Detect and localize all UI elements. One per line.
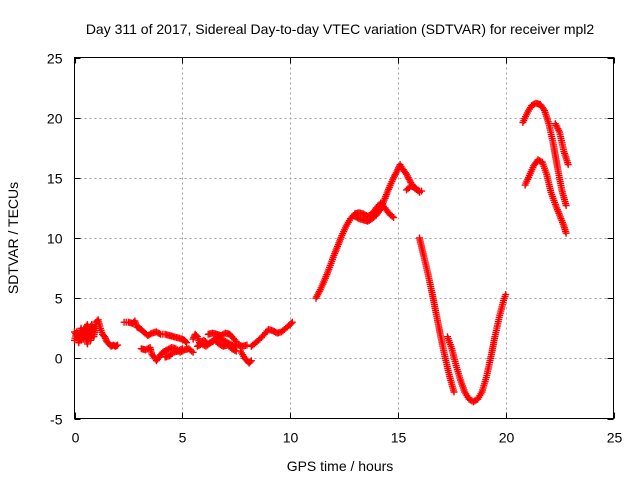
- data-point: [416, 188, 423, 196]
- chart-title: Day 311 of 2017, Sidereal Day-to-day VTE…: [86, 21, 595, 37]
- x-tick-label: 10: [283, 430, 299, 446]
- data-point: [246, 358, 254, 366]
- data-point: [231, 336, 239, 344]
- y-tick-label: 10: [47, 231, 63, 247]
- axis-ticks: 0 5 10 15 20 25 -5 0 5 10 15 20 25: [47, 51, 623, 446]
- data-point: [231, 346, 239, 354]
- data-point: [232, 338, 240, 345]
- data-point: [90, 323, 98, 331]
- y-tick-label: 20: [47, 111, 63, 127]
- grid: [74, 57, 614, 419]
- data-points: [71, 99, 572, 406]
- data-point: [414, 187, 422, 195]
- data-point: [450, 388, 458, 396]
- x-tick-label: 20: [499, 430, 515, 446]
- data-point: [155, 330, 163, 337]
- data-point: [562, 202, 570, 209]
- x-tick-label: 0: [72, 430, 80, 446]
- y-axis-label: SDTVAR / TECUs: [5, 182, 21, 294]
- data-point: [177, 346, 185, 353]
- data-point: [562, 229, 570, 237]
- data-point: [247, 357, 255, 365]
- data-point: [288, 318, 296, 326]
- y-tick-label: 15: [47, 171, 63, 187]
- data-point: [188, 347, 196, 355]
- y-tick-label: 0: [55, 351, 63, 367]
- data-point: [388, 212, 396, 220]
- data-point: [502, 291, 510, 299]
- data-point: [189, 348, 197, 356]
- data-point: [287, 319, 295, 327]
- y-tick-label: 25: [47, 51, 63, 67]
- data-point: [564, 161, 572, 169]
- y-tick-label: 5: [55, 291, 63, 307]
- data-point: [390, 214, 398, 221]
- x-tick-label: 15: [391, 430, 407, 446]
- x-axis-label: GPS time / hours: [287, 458, 394, 474]
- data-point: [183, 339, 191, 347]
- data-point: [182, 338, 189, 345]
- data-point: [178, 345, 186, 353]
- y-tick-label: -5: [50, 412, 63, 428]
- data-point: [101, 333, 109, 341]
- x-tick-label: 5: [179, 430, 187, 446]
- data-point: [114, 341, 122, 349]
- x-tick-label: 25: [607, 430, 623, 446]
